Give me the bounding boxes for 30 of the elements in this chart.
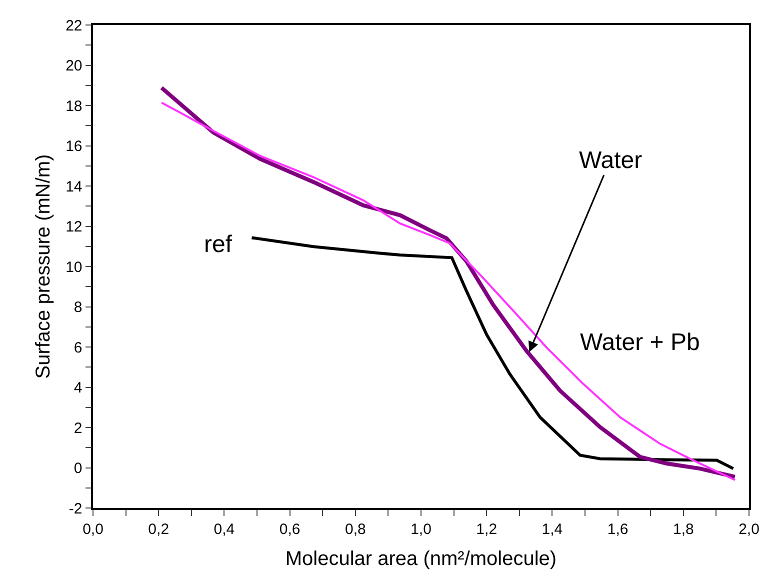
y-tick-label: 8: [74, 299, 82, 316]
x-tick-label: 1,8: [672, 520, 694, 538]
annotation: Water + Pb: [580, 329, 700, 356]
annotation: ref: [204, 231, 232, 258]
x-tick-label: 1,6: [607, 520, 628, 538]
annotation: Water: [579, 147, 642, 174]
y-tick-label: 14: [66, 178, 82, 196]
x-tick-label: 1,4: [542, 520, 563, 538]
y-axis-title: Surface pressure (mN/m): [32, 154, 55, 379]
y-tick-label: -2: [68, 500, 82, 518]
x-tick-label: 0,6: [279, 520, 300, 538]
y-tick-label: 16: [66, 138, 82, 155]
y-tick-label: 12: [66, 218, 82, 236]
y-tick-label: 20: [66, 58, 82, 74]
x-tick-label: 0,4: [214, 520, 235, 538]
x-tick-label: 0,8: [344, 520, 366, 538]
x-tick-label: 1,2: [476, 520, 498, 538]
y-tick-label: 4: [74, 380, 82, 396]
y-tick-label: 10: [66, 258, 82, 276]
y-tick-label: 18: [66, 98, 82, 115]
y-tick-label: 6: [74, 339, 82, 356]
x-tick-label: 0,0: [82, 520, 104, 538]
x-tick-label: 1,0: [410, 520, 432, 538]
y-tick-label: 22: [66, 17, 82, 34]
x-axis-title: Molecular area (nm²/molecule): [285, 548, 557, 570]
y-tick-label: 0: [74, 460, 82, 477]
x-tick-label: 2,0: [738, 520, 760, 538]
line-series: [250, 236, 735, 470]
y-tick-label: 2: [74, 420, 82, 437]
x-tick-label: 0,2: [148, 520, 170, 538]
